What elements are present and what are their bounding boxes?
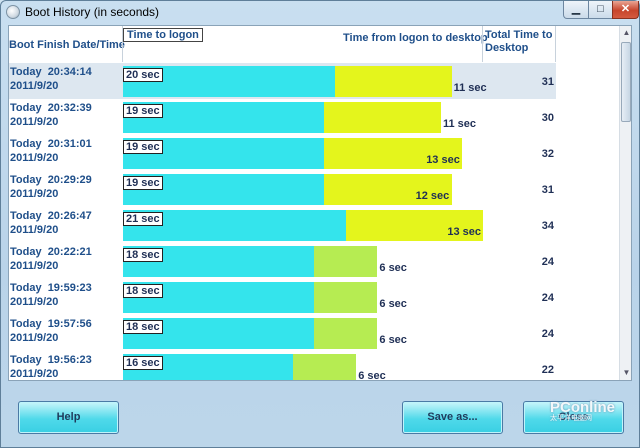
window-title: Boot History (in seconds)	[25, 5, 160, 19]
boot-finish-datetime: Today 20:22:21 2011/9/20	[10, 246, 92, 272]
time-to-logon-label: 16 sec	[123, 356, 163, 370]
column-header-total[interactable]: Total Time to Desktop	[485, 29, 553, 54]
boot-history-row[interactable]: Today 20:26:47 2011/9/20 21 sec 13 sec 34	[9, 207, 556, 243]
total-time-value: 24	[541, 292, 554, 304]
boot-finish-datetime: Today 20:26:47 2011/9/20	[10, 210, 92, 236]
boot-history-row[interactable]: Today 20:34:14 2011/9/20 20 sec 11 sec 31	[9, 63, 556, 99]
time-to-logon-label: 21 sec	[123, 212, 163, 226]
logon-to-desktop-bar	[313, 318, 378, 349]
time-to-logon-label: 19 sec	[123, 176, 163, 190]
logon-to-desktop-label: 11 sec	[453, 82, 487, 94]
scrollbar-thumb[interactable]	[621, 42, 631, 122]
boot-finish-datetime: Today 19:56:23 2011/9/20	[10, 354, 92, 380]
boot-history-row[interactable]: Today 19:59:23 2011/9/20 18 sec 6 sec 24	[9, 279, 556, 315]
boot-finish-datetime: Today 20:31:01 2011/9/20	[10, 138, 92, 164]
boot-finish-datetime: Today 19:59:23 2011/9/20	[10, 282, 92, 308]
boot-history-row[interactable]: Today 19:57:56 2011/9/20 18 sec 6 sec 24	[9, 315, 556, 351]
time-to-logon-label: 18 sec	[123, 248, 163, 262]
time-to-logon-label: 18 sec	[123, 320, 163, 334]
boot-history-row[interactable]: Today 20:32:39 2011/9/20 19 sec 11 sec 30	[9, 99, 556, 135]
column-divider	[482, 26, 483, 62]
boot-history-list: Boot Finish Date/Time Time to logon Time…	[8, 25, 632, 381]
logon-to-desktop-label: 6 sec	[379, 262, 407, 274]
column-header-date[interactable]: Boot Finish Date/Time	[9, 39, 125, 51]
logon-to-desktop-label: 13 sec	[447, 226, 482, 238]
time-to-logon-label: 19 sec	[123, 140, 163, 154]
total-time-value: 31	[541, 184, 554, 196]
help-button[interactable]: Help	[18, 401, 119, 434]
column-divider	[555, 26, 556, 62]
column-header-logon-to-desktop[interactable]: Time from logon to desktop	[343, 32, 488, 44]
total-time-value: 22	[541, 364, 554, 376]
column-header-time-to-logon[interactable]: Time to logon	[123, 28, 203, 42]
logon-to-desktop-label: 12 sec	[415, 190, 450, 202]
time-to-logon-label: 20 sec	[123, 68, 163, 82]
total-time-value: 34	[541, 220, 554, 232]
total-time-value: 31	[541, 76, 554, 88]
boot-finish-datetime: Today 20:29:29 2011/9/20	[10, 174, 92, 200]
logon-to-desktop-label: 6 sec	[358, 370, 386, 381]
logon-to-desktop-bar	[324, 102, 441, 133]
app-icon	[6, 5, 20, 19]
time-to-logon-label: 18 sec	[123, 284, 163, 298]
vertical-scrollbar[interactable]: ▲ ▼	[619, 26, 631, 380]
time-to-logon-label: 19 sec	[123, 104, 163, 118]
logon-to-desktop-bar	[345, 210, 484, 241]
scroll-down-arrow-icon[interactable]: ▼	[622, 368, 631, 377]
minimize-button[interactable]: ▁	[563, 1, 589, 19]
total-time-value: 24	[541, 328, 554, 340]
scroll-up-arrow-icon[interactable]: ▲	[622, 28, 631, 37]
boot-history-row[interactable]: Today 20:22:21 2011/9/20 18 sec 6 sec 24	[9, 243, 556, 279]
save-as-button[interactable]: Save as...	[402, 401, 503, 434]
logon-to-desktop-bar	[335, 66, 452, 97]
boot-finish-datetime: Today 20:32:39 2011/9/20	[10, 102, 92, 128]
boot-history-row[interactable]: Today 19:56:23 2011/9/20 16 sec 6 sec 22	[9, 351, 556, 381]
title-bar[interactable]: Boot History (in seconds) ▁ □ ✕	[1, 1, 639, 23]
logon-to-desktop-bar	[324, 138, 463, 169]
logon-to-desktop-bar	[313, 246, 378, 277]
total-time-value: 32	[541, 148, 554, 160]
logon-to-desktop-label: 6 sec	[379, 298, 407, 310]
close-button[interactable]: Close	[523, 401, 624, 434]
maximize-button[interactable]: □	[588, 1, 613, 19]
column-divider	[122, 26, 123, 62]
logon-to-desktop-label: 11 sec	[443, 118, 477, 130]
boot-history-row[interactable]: Today 20:29:29 2011/9/20 19 sec 12 sec 31	[9, 171, 556, 207]
logon-to-desktop-label: 13 sec	[426, 154, 460, 166]
boot-finish-datetime: Today 20:34:14 2011/9/20	[10, 66, 92, 92]
watermark-logo: PConline 太平洋电脑网	[550, 399, 616, 422]
logon-to-desktop-label: 6 sec	[379, 334, 407, 346]
column-header: Boot Finish Date/Time Time to logon Time…	[9, 26, 556, 63]
boot-history-row[interactable]: Today 20:31:01 2011/9/20 19 sec 13 sec 32	[9, 135, 556, 171]
total-time-value: 24	[541, 256, 554, 268]
total-time-value: 30	[541, 112, 554, 124]
logon-to-desktop-bar	[313, 282, 378, 313]
close-window-button[interactable]: ✕	[612, 1, 639, 19]
logon-to-desktop-bar	[324, 174, 452, 205]
logon-to-desktop-bar	[292, 354, 357, 380]
boot-finish-datetime: Today 19:57:56 2011/9/20	[10, 318, 92, 344]
